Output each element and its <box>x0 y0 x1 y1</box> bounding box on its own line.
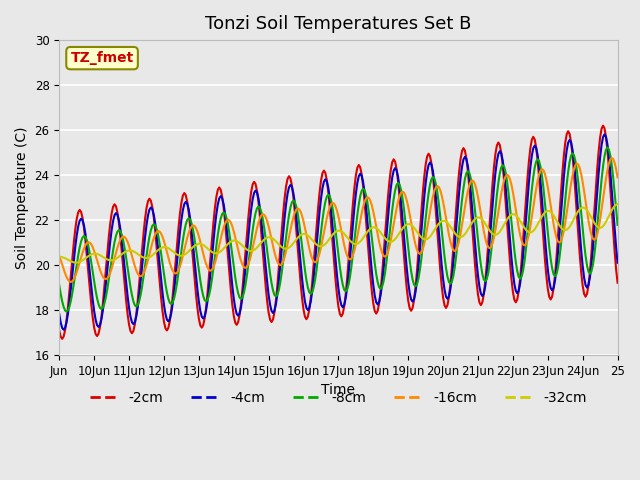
-4cm <box>287 182 294 188</box>
-8cm <box>614 222 621 228</box>
-32cm <box>56 254 63 260</box>
-4cm <box>352 191 360 197</box>
-2cm <box>56 328 63 334</box>
-4cm <box>428 162 435 168</box>
-4cm <box>445 293 452 299</box>
-32cm <box>68 259 76 265</box>
-32cm <box>352 241 360 247</box>
-2cm <box>58 336 66 342</box>
-16cm <box>287 227 294 233</box>
-8cm <box>287 204 294 210</box>
-16cm <box>614 174 621 180</box>
-16cm <box>67 279 75 285</box>
-8cm <box>445 279 452 285</box>
Text: TZ_fmet: TZ_fmet <box>70 51 134 65</box>
-4cm <box>600 132 608 137</box>
-32cm <box>445 222 452 228</box>
-4cm <box>70 257 77 263</box>
-8cm <box>106 267 114 273</box>
-4cm <box>106 239 114 245</box>
-8cm <box>70 281 77 287</box>
-2cm <box>287 176 294 181</box>
Legend: -2cm, -4cm, -8cm, -16cm, -32cm: -2cm, -4cm, -8cm, -16cm, -32cm <box>84 386 593 411</box>
-2cm <box>106 221 114 227</box>
-16cm <box>608 155 616 161</box>
-8cm <box>352 225 360 230</box>
-2cm <box>445 294 452 300</box>
X-axis label: Time: Time <box>321 383 355 397</box>
-16cm <box>352 241 360 247</box>
-16cm <box>445 232 452 238</box>
-32cm <box>106 257 114 263</box>
-32cm <box>287 244 294 250</box>
-2cm <box>352 173 360 179</box>
-8cm <box>428 176 435 182</box>
-32cm <box>428 232 435 238</box>
-16cm <box>106 270 114 276</box>
Line: -4cm: -4cm <box>60 134 618 330</box>
-2cm <box>614 280 621 286</box>
-4cm <box>614 260 621 265</box>
-2cm <box>599 123 607 129</box>
-16cm <box>428 201 435 206</box>
-32cm <box>73 260 81 265</box>
-4cm <box>56 312 63 317</box>
-2cm <box>428 161 435 167</box>
Line: -8cm: -8cm <box>60 147 618 312</box>
-32cm <box>614 201 621 207</box>
-8cm <box>604 144 611 150</box>
Line: -16cm: -16cm <box>60 158 618 282</box>
-8cm <box>63 309 70 314</box>
-8cm <box>56 283 63 288</box>
-2cm <box>70 240 77 245</box>
Line: -2cm: -2cm <box>60 126 618 339</box>
-16cm <box>70 276 77 282</box>
-4cm <box>60 327 67 333</box>
Title: Tonzi Soil Temperatures Set B: Tonzi Soil Temperatures Set B <box>205 15 472 33</box>
Line: -32cm: -32cm <box>60 204 618 263</box>
Y-axis label: Soil Temperature (C): Soil Temperature (C) <box>15 126 29 269</box>
-16cm <box>56 253 63 259</box>
